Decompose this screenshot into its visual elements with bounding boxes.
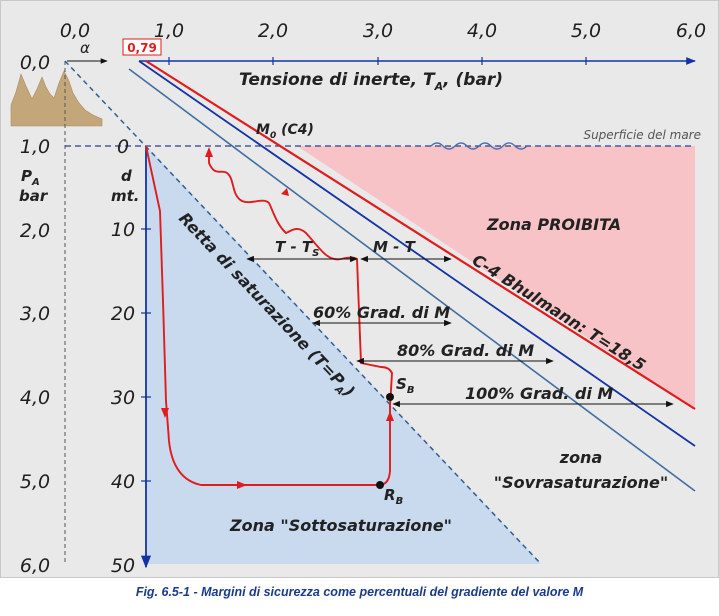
depth-tick-label-50: 50 — [111, 555, 135, 577]
diagram-canvas: 0,0 1,0 2,0 3,0 4,0 5,0 6,0 0,0 1,0 2,0 … — [10, 20, 706, 577]
m-value-blue-line — [138, 60, 696, 447]
sea-surface-label: Superficie del mare — [583, 128, 701, 142]
dive-arrow-5-icon — [281, 188, 289, 196]
left-tick-label-5: 5,0 — [20, 471, 50, 493]
top-tick-label-1: 1,0 — [154, 20, 184, 42]
zona-sovra-label-line1: zona — [559, 448, 603, 467]
depth-tick-label-20: 20 — [111, 303, 135, 325]
top-tick-label-0: 0,0 — [60, 20, 90, 42]
m0-start-value-box — [122, 38, 162, 56]
depth-tick-label-30: 30 — [111, 387, 135, 409]
zona-proibita-area — [297, 146, 695, 409]
m0-red-line — [145, 60, 696, 410]
dive-arrow-1-icon — [161, 408, 169, 418]
m0-line-label: M0 (C4) — [256, 122, 314, 141]
alpha-label: α — [80, 39, 90, 57]
dive-profile-path — [145, 145, 393, 486]
point-rb-marker — [376, 481, 384, 489]
left-tick-label-0: 0,0 — [20, 52, 50, 74]
pa-label: PA — [21, 167, 40, 188]
top-tick-label-2: 2,0 — [258, 20, 288, 42]
zona-sovra-label-line2: "Sovrasaturazione" — [494, 473, 668, 492]
dive-arrow-4-icon — [205, 147, 213, 157]
dive-arrow-2-icon — [237, 481, 247, 489]
left-tick-label-1: 1,0 — [20, 136, 50, 158]
left-tick-label-4: 4,0 — [20, 387, 50, 409]
dive-arrow-3-icon — [386, 411, 394, 421]
top-tick-label-3: 3,0 — [363, 20, 393, 42]
top-tick-label-5: 5,0 — [571, 20, 601, 42]
left-tick-label-2: 2,0 — [20, 220, 50, 242]
left-tick-label-3: 3,0 — [20, 303, 50, 325]
top-tick-label-6: 6,0 — [676, 20, 706, 42]
grad-60-label: 60% Grad. di M — [313, 303, 450, 322]
saturation-line — [64, 60, 542, 565]
d-unit-label: mt. — [111, 187, 140, 205]
depth-tick-label-10: 10 — [111, 219, 135, 241]
grad-80-label: 80% Grad. di M — [397, 341, 534, 360]
figure-caption: Fig. 6.5-1 - Margini di sicurezza come p… — [135, 585, 584, 599]
zona-proibita-label: Zona PROIBITA — [486, 215, 621, 234]
zona-sotto-label: Zona "Sottosaturazione" — [229, 516, 452, 535]
m-minus-t-label: M - T — [373, 238, 417, 256]
diagram-frame: 0,0 1,0 2,0 3,0 4,0 5,0 6,0 0,0 1,0 2,0 … — [0, 0, 719, 578]
point-sb-marker — [386, 393, 394, 401]
grad-100-label: 100% Grad. di M — [465, 384, 613, 403]
point-sb-label: SB — [396, 375, 414, 396]
left-tick-label-6: 6,0 — [20, 555, 50, 577]
point-rb-label: RB — [384, 486, 403, 507]
pa-unit-label: bar — [19, 187, 49, 205]
sea-wave-icon — [430, 142, 528, 150]
d-label: d — [121, 167, 132, 185]
depth-tick-label-40: 40 — [111, 471, 135, 493]
top-axis-title: Tensione di inerte, TA, (bar) — [239, 70, 503, 93]
top-tick-label-4: 4,0 — [467, 20, 497, 42]
depth-tick-label-0: 0 — [117, 136, 129, 158]
t-minus-ts-label: T - TS — [275, 238, 319, 259]
m-value-steel-line — [128, 68, 696, 492]
terrain-profile-icon — [10, 70, 103, 127]
m0-start-value: 0,79 — [127, 41, 157, 55]
